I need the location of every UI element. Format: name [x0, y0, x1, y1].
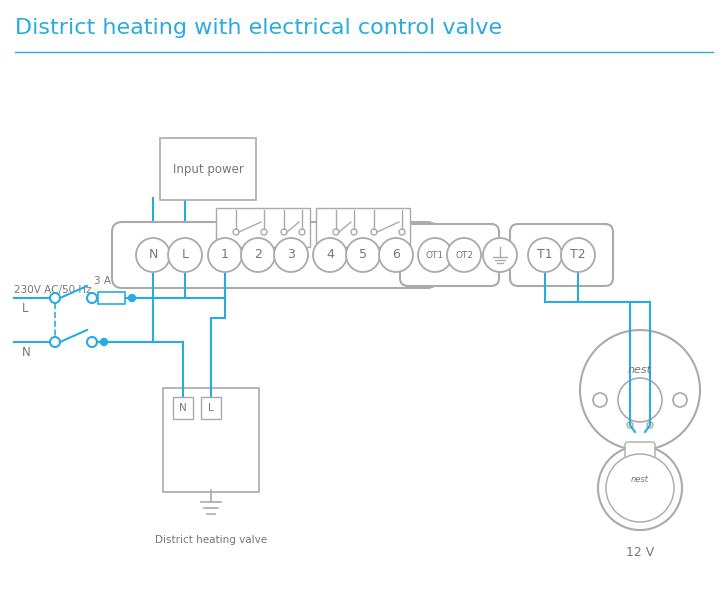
- Text: 230V AC/50 Hz: 230V AC/50 Hz: [14, 285, 92, 295]
- Circle shape: [274, 238, 308, 272]
- Circle shape: [580, 330, 700, 450]
- Text: T1: T1: [537, 248, 553, 261]
- Text: T2: T2: [570, 248, 586, 261]
- Text: District heating valve: District heating valve: [155, 535, 267, 545]
- FancyBboxPatch shape: [163, 388, 259, 492]
- Text: 4: 4: [326, 248, 334, 261]
- Circle shape: [208, 238, 242, 272]
- Circle shape: [313, 238, 347, 272]
- Circle shape: [346, 238, 380, 272]
- Text: nest: nest: [631, 476, 649, 485]
- Circle shape: [100, 339, 108, 346]
- Circle shape: [618, 378, 662, 422]
- Text: N: N: [149, 248, 158, 261]
- Circle shape: [241, 238, 275, 272]
- Text: 1: 1: [221, 248, 229, 261]
- Circle shape: [593, 393, 607, 407]
- Text: Input power: Input power: [173, 163, 243, 175]
- Text: 12 V: 12 V: [626, 546, 654, 559]
- FancyBboxPatch shape: [510, 224, 613, 286]
- Text: 3 A: 3 A: [94, 276, 111, 286]
- Text: OT2: OT2: [455, 251, 473, 260]
- Text: District heating with electrical control valve: District heating with electrical control…: [15, 18, 502, 38]
- Circle shape: [627, 422, 633, 428]
- Text: L: L: [181, 248, 189, 261]
- Circle shape: [379, 238, 413, 272]
- FancyBboxPatch shape: [625, 442, 655, 460]
- Circle shape: [418, 238, 452, 272]
- Circle shape: [673, 393, 687, 407]
- Text: 5: 5: [359, 248, 367, 261]
- Text: OT1: OT1: [426, 251, 444, 260]
- FancyBboxPatch shape: [173, 397, 193, 419]
- Circle shape: [168, 238, 202, 272]
- Circle shape: [561, 238, 595, 272]
- FancyBboxPatch shape: [316, 208, 410, 247]
- FancyBboxPatch shape: [400, 224, 499, 286]
- Circle shape: [598, 446, 682, 530]
- Text: L: L: [22, 302, 28, 314]
- FancyBboxPatch shape: [98, 292, 125, 304]
- FancyBboxPatch shape: [112, 222, 437, 288]
- Text: L: L: [208, 403, 214, 413]
- Circle shape: [447, 238, 481, 272]
- Circle shape: [136, 238, 170, 272]
- Text: N: N: [22, 346, 31, 359]
- FancyBboxPatch shape: [160, 138, 256, 200]
- FancyBboxPatch shape: [201, 397, 221, 419]
- Circle shape: [129, 295, 135, 302]
- Text: 3: 3: [287, 248, 295, 261]
- Text: nest: nest: [628, 365, 652, 375]
- Circle shape: [606, 454, 674, 522]
- Circle shape: [647, 422, 653, 428]
- Circle shape: [483, 238, 517, 272]
- Text: N: N: [179, 403, 187, 413]
- Text: 2: 2: [254, 248, 262, 261]
- FancyBboxPatch shape: [216, 208, 310, 247]
- Circle shape: [528, 238, 562, 272]
- Text: 6: 6: [392, 248, 400, 261]
